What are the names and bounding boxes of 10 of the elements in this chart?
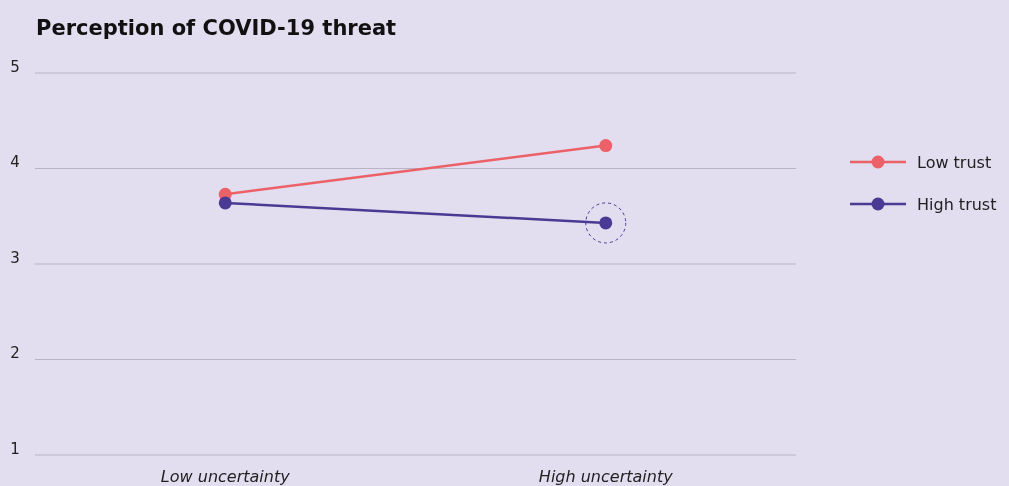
y-tick-label: 5 xyxy=(10,57,20,76)
y-tick-label: 3 xyxy=(10,248,20,267)
x-tick-label: Low uncertainty xyxy=(160,467,291,486)
y-tick-label: 2 xyxy=(10,344,20,362)
legend-label: Low trust xyxy=(917,152,992,172)
y-tick-label: 1 xyxy=(10,439,20,458)
y-tick-label: 4 xyxy=(10,153,20,171)
legend-label: High trust xyxy=(917,194,997,214)
x-tick-label: High uncertainty xyxy=(538,467,674,486)
chart-title: Perception of COVID-19 threat xyxy=(36,16,397,40)
